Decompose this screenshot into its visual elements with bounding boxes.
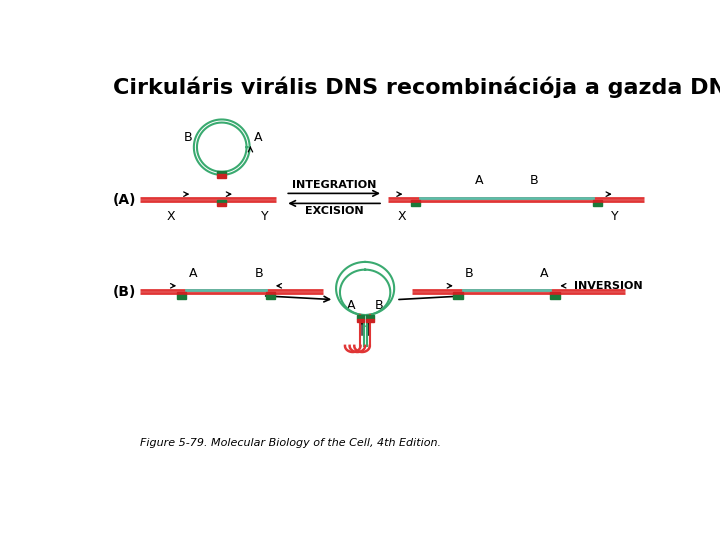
Text: A: A — [475, 174, 484, 187]
Bar — [356, 315, 364, 319]
Text: (A): (A) — [113, 193, 137, 206]
Text: X: X — [397, 211, 406, 224]
Bar — [177, 292, 186, 295]
Text: A: A — [347, 299, 356, 312]
Text: INTEGRATION: INTEGRATION — [292, 180, 377, 190]
Text: INVERSION: INVERSION — [575, 281, 643, 291]
Bar — [217, 174, 226, 178]
Text: X: X — [167, 211, 176, 224]
Text: Figure 5-79. Molecular Biology of the Cell, 4th Edition.: Figure 5-79. Molecular Biology of the Ce… — [140, 438, 441, 448]
Bar — [366, 315, 374, 319]
Text: (B): (B) — [113, 285, 137, 299]
Text: B: B — [529, 174, 538, 187]
Bar — [217, 203, 226, 206]
Bar — [266, 292, 275, 295]
Text: Y: Y — [611, 211, 618, 224]
Text: A: A — [539, 267, 548, 280]
Text: A: A — [189, 267, 197, 280]
Bar — [366, 319, 374, 322]
Bar — [454, 292, 463, 295]
Bar — [411, 203, 420, 206]
Bar — [217, 171, 226, 174]
Bar — [217, 200, 226, 203]
Text: B: B — [255, 267, 264, 280]
Bar — [593, 200, 602, 203]
Bar — [550, 292, 559, 295]
Text: B: B — [184, 131, 192, 144]
Bar — [356, 319, 364, 322]
Bar — [550, 295, 559, 299]
Text: A: A — [254, 131, 263, 144]
Text: Cirkuláris virális DNS recombinációja a gazda DNS-sel: Cirkuláris virális DNS recombinációja a … — [113, 76, 720, 98]
Bar — [593, 203, 602, 206]
Text: EXCISION: EXCISION — [305, 206, 364, 217]
Bar — [454, 295, 463, 299]
Text: Y: Y — [261, 211, 268, 224]
Text: B: B — [465, 267, 474, 280]
Bar — [177, 295, 186, 299]
Text: B: B — [374, 299, 383, 312]
Bar — [411, 200, 420, 203]
Bar — [266, 295, 275, 299]
